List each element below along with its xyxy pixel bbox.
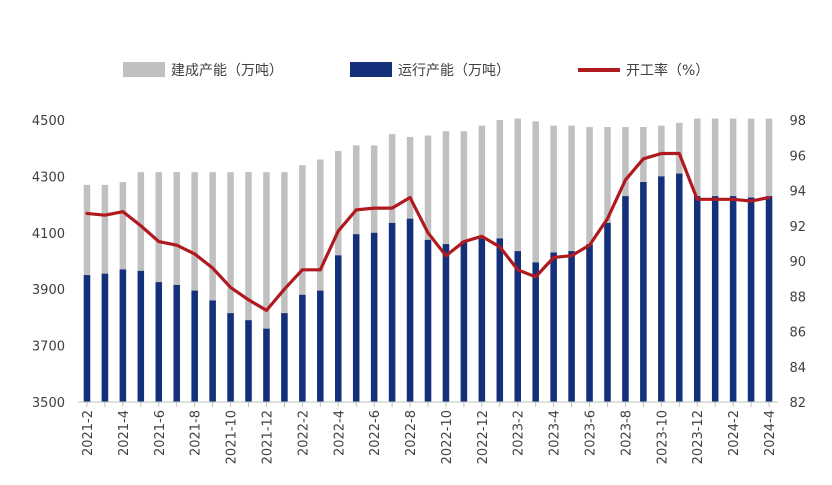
legend-swatch-built-capacity bbox=[123, 62, 165, 77]
y-right-tick-90: 90 bbox=[789, 255, 806, 270]
y-left-tick-3500: 3500 bbox=[32, 396, 65, 411]
x-tick-label-2023-10: 2023-10 bbox=[655, 410, 670, 464]
bar-built-capacity-2022-3 bbox=[317, 159, 324, 402]
bar-running-capacity-2022-1 bbox=[281, 313, 288, 402]
bar-running-capacity-2021-4 bbox=[119, 269, 127, 402]
bar-running-capacity-2024-4 bbox=[765, 196, 773, 402]
bar-running-capacity-2023-5 bbox=[568, 251, 575, 402]
x-tick-label-2022-10: 2022-10 bbox=[440, 410, 455, 464]
bar-running-capacity-2021-11 bbox=[245, 320, 252, 402]
y-right-tick-86: 86 bbox=[789, 326, 806, 341]
y-right-tick-94: 94 bbox=[789, 185, 806, 200]
bar-running-capacity-2022-5 bbox=[352, 234, 360, 402]
x-tick-label-2021-2: 2021-2 bbox=[81, 410, 96, 456]
y-right-tick-96: 96 bbox=[789, 149, 806, 164]
bar-running-capacity-2021-9 bbox=[209, 300, 216, 402]
bar-running-capacity-2021-12 bbox=[263, 328, 270, 402]
bar-running-capacity-2023-7 bbox=[604, 222, 611, 402]
bar-running-capacity-2023-8 bbox=[622, 196, 629, 402]
bar-running-capacity-2022-6 bbox=[370, 232, 378, 402]
x-tick-label-2023-4: 2023-4 bbox=[548, 410, 563, 456]
x-tick-label-2022-2: 2022-2 bbox=[296, 410, 311, 456]
x-tick-label-2021-12: 2021-12 bbox=[260, 410, 275, 464]
bar-built-capacity-2021-12 bbox=[263, 172, 270, 402]
utilization-line-layer bbox=[85, 151, 771, 312]
bar-built-capacity-2021-8 bbox=[191, 172, 198, 402]
bar-running-capacity-2021-3 bbox=[101, 273, 109, 402]
y-left-tick-4300: 4300 bbox=[32, 170, 65, 185]
bar-running-capacity-2021-2 bbox=[83, 275, 91, 402]
bar-running-capacity-2022-7 bbox=[388, 222, 396, 402]
bar-running-capacity-2021-6 bbox=[155, 282, 163, 402]
x-tick-label-2021-10: 2021-10 bbox=[225, 410, 240, 464]
bar-running-capacity-2024-1 bbox=[711, 196, 719, 402]
legend-label-built-capacity: 建成产能（万吨） bbox=[171, 63, 283, 79]
x-tick-label-2023-12: 2023-12 bbox=[691, 410, 706, 464]
y-right-tick-98: 98 bbox=[789, 114, 806, 129]
bar-built-capacity-2021-9 bbox=[209, 172, 216, 402]
bar-running-capacity-2024-2 bbox=[729, 196, 737, 402]
bar-running-capacity-2022-11 bbox=[460, 241, 468, 402]
bar-running-capacity-2022-3 bbox=[317, 290, 324, 402]
x-tick-label-2023-8: 2023-8 bbox=[619, 410, 634, 456]
y-left-tick-3900: 3900 bbox=[32, 283, 65, 298]
y-axis-right-ticks: 82 84 86 88 90 92 94 96 98 bbox=[789, 114, 806, 411]
bar-running-capacity-2023-12 bbox=[693, 196, 701, 402]
x-tick-label-2022-12: 2022-12 bbox=[476, 410, 491, 464]
bar-running-capacity-2022-4 bbox=[335, 255, 342, 402]
bar-running-capacity-2023-2 bbox=[514, 251, 521, 402]
bar-running-capacity-2022-10 bbox=[442, 244, 450, 402]
y-right-tick-82: 82 bbox=[789, 396, 806, 411]
bar-built-capacity-2022-2 bbox=[299, 165, 306, 402]
bar-running-capacity-2022-12 bbox=[478, 238, 486, 402]
legend: 建成产能（万吨） 运行产能（万吨） 开工率（%） bbox=[123, 62, 709, 79]
y-left-tick-3700: 3700 bbox=[32, 340, 65, 355]
bar-running-capacity-2023-6 bbox=[586, 244, 593, 402]
y-right-tick-88: 88 bbox=[789, 290, 806, 305]
legend-label-utilization-rate: 开工率（%） bbox=[626, 62, 709, 79]
bar-running-capacity-2023-1 bbox=[496, 238, 504, 402]
bar-running-capacity-2023-3 bbox=[532, 262, 539, 402]
x-tick-label-2021-8: 2021-8 bbox=[189, 410, 204, 456]
bar-running-capacity-2021-7 bbox=[173, 284, 180, 402]
x-tick-label-2023-2: 2023-2 bbox=[512, 410, 527, 456]
bar-running-capacity-2022-2 bbox=[299, 294, 306, 402]
bar-running-capacity-2022-9 bbox=[424, 239, 432, 402]
y-axis-left-ticks: 3500 3700 3900 4100 4300 4500 bbox=[32, 114, 65, 411]
x-tick-label-2023-6: 2023-6 bbox=[584, 410, 599, 456]
y-right-tick-84: 84 bbox=[789, 361, 806, 376]
bar-running-capacity-2022-8 bbox=[406, 218, 414, 402]
bar-running-capacity-2023-11 bbox=[676, 173, 683, 402]
bars-running-capacity bbox=[83, 173, 773, 402]
bar-running-capacity-2021-5 bbox=[137, 270, 145, 402]
y-left-tick-4100: 4100 bbox=[32, 227, 65, 242]
bar-running-capacity-2021-10 bbox=[227, 313, 234, 402]
bar-running-capacity-2024-3 bbox=[747, 197, 755, 402]
bar-built-capacity-2021-11 bbox=[245, 172, 252, 402]
legend-swatch-running-capacity bbox=[350, 62, 392, 77]
x-tick-label-2022-8: 2022-8 bbox=[404, 410, 419, 456]
legend-label-running-capacity: 运行产能（万吨） bbox=[398, 63, 510, 79]
x-axis-ticks: 2021-2 2021-4 2021-6 2021-8 2021-10 2021-12 20… bbox=[81, 402, 778, 464]
bar-running-capacity-2021-8 bbox=[191, 290, 198, 402]
legend-item-utilization-rate: 开工率（%） bbox=[578, 62, 709, 79]
x-tick-label-2024-2: 2024-2 bbox=[727, 410, 742, 456]
legend-item-built-capacity: 建成产能（万吨） bbox=[123, 62, 283, 79]
x-tick-label-2021-4: 2021-4 bbox=[117, 410, 132, 456]
y-right-tick-92: 92 bbox=[789, 220, 806, 235]
bar-running-capacity-2023-10 bbox=[658, 176, 665, 402]
x-tick-label-2024-4: 2024-4 bbox=[763, 410, 778, 456]
x-tick-label-2022-4: 2022-4 bbox=[332, 410, 347, 456]
bar-running-capacity-2023-9 bbox=[640, 182, 647, 402]
y-left-tick-4500: 4500 bbox=[32, 114, 65, 129]
bar-built-capacity-2023-3 bbox=[532, 121, 539, 402]
x-tick-label-2022-6: 2022-6 bbox=[368, 410, 383, 456]
bar-running-capacity-2023-4 bbox=[550, 252, 557, 402]
legend-item-running-capacity: 运行产能（万吨） bbox=[350, 62, 510, 79]
x-tick-label-2021-6: 2021-6 bbox=[153, 410, 168, 456]
